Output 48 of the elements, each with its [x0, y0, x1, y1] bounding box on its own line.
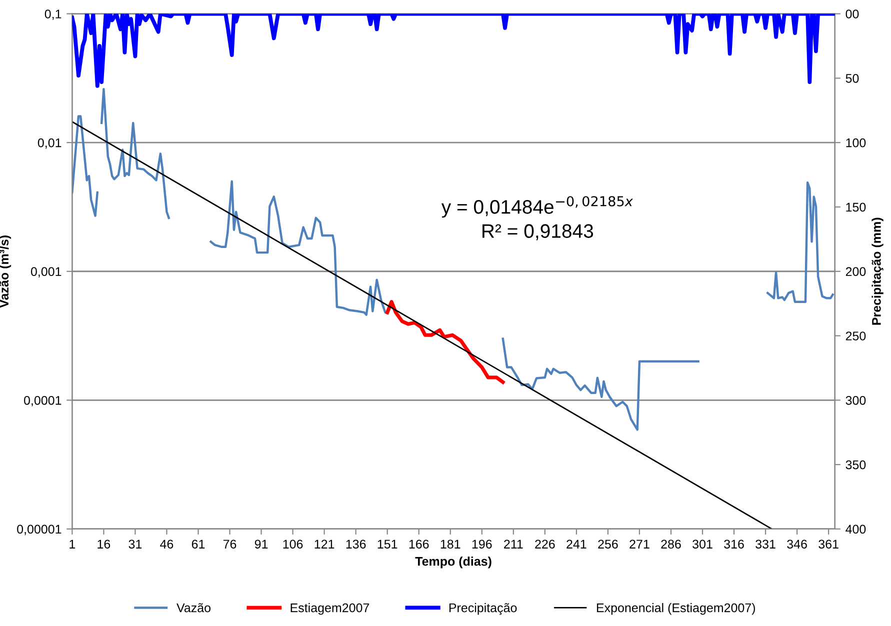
- x-tick-label: 241: [566, 540, 586, 548]
- y2-tick-label: 350: [846, 460, 866, 470]
- x-tick-label: 16: [98, 540, 110, 549]
- y2-tick-label: 00: [846, 10, 859, 18]
- x-tick-label: 331: [756, 540, 776, 549]
- x-tick-label: 136: [346, 540, 366, 549]
- y-tick-label: 0,00001: [17, 524, 62, 536]
- x-axis-title: Tempo (dias): [415, 556, 492, 568]
- y2-tick-label: 300: [846, 396, 866, 405]
- y-tick-label: 0,0001: [24, 396, 62, 406]
- x-tick-label: 1: [70, 540, 76, 548]
- x-tick-label: 46: [160, 540, 174, 549]
- legend-label: Exponencial (Estiagem2007): [596, 603, 755, 615]
- y-tick-label: 0,1: [44, 10, 62, 20]
- x-tick-label: 151: [378, 540, 398, 549]
- y-tick-label: 0,001: [30, 267, 62, 278]
- x-tick-label: 61: [192, 540, 205, 549]
- x-tick-label: 346: [787, 540, 807, 549]
- x-tick-label: 181: [440, 540, 460, 549]
- x-tick-label: 196: [472, 540, 492, 549]
- y-tick-label: 0,01: [38, 138, 62, 149]
- x-tick-label: 226: [535, 540, 555, 549]
- x-tick-label: 286: [661, 540, 681, 549]
- y2-tick-label: 400: [846, 524, 866, 534]
- annotation: y = 0,01484e$^{−0,02185x}$: [441, 196, 634, 218]
- y2-tick-label: 250: [846, 332, 866, 340]
- y2-tick-label: 200: [846, 267, 866, 276]
- x-tick-label: 121: [314, 540, 334, 548]
- x-tick-label: 256: [598, 540, 618, 549]
- x-tick-label: 91: [254, 540, 268, 549]
- x-tick-label: 301: [692, 540, 712, 549]
- x-tick-label: 271: [630, 540, 650, 548]
- x-tick-label: 361: [818, 540, 838, 549]
- legend-label: Estiagem2007: [290, 603, 370, 615]
- line-series: [386, 300, 505, 384]
- legend-label: Precipitação: [449, 603, 517, 615]
- x-tick-label: 76: [223, 540, 236, 549]
- y2-axis-title: Precipitação (mm): [872, 218, 884, 325]
- x-tick-label: 211: [504, 540, 523, 548]
- x-tick-label: 166: [409, 540, 429, 549]
- x-tick-label: 106: [283, 540, 303, 549]
- y2-tick-label: 100: [846, 138, 866, 148]
- x-tick-label: 316: [724, 540, 744, 549]
- x-tick-label: 31: [128, 540, 142, 549]
- annotation: R² = 0,91843: [482, 224, 594, 240]
- y2-tick-label: 150: [846, 202, 866, 212]
- legend-label: Vazão: [176, 603, 210, 612]
- y2-tick-label: 50: [846, 74, 859, 83]
